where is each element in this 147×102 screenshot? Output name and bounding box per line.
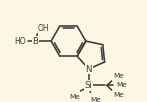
Text: Me: Me xyxy=(113,92,124,98)
Text: Me: Me xyxy=(116,83,127,88)
Text: N: N xyxy=(86,65,92,74)
Text: Me: Me xyxy=(69,94,80,100)
Text: B: B xyxy=(33,37,39,46)
Text: Si: Si xyxy=(85,81,93,90)
Text: Me: Me xyxy=(91,97,101,102)
Text: Me: Me xyxy=(113,73,124,79)
Text: OH: OH xyxy=(38,24,50,33)
Text: HO: HO xyxy=(14,37,26,46)
